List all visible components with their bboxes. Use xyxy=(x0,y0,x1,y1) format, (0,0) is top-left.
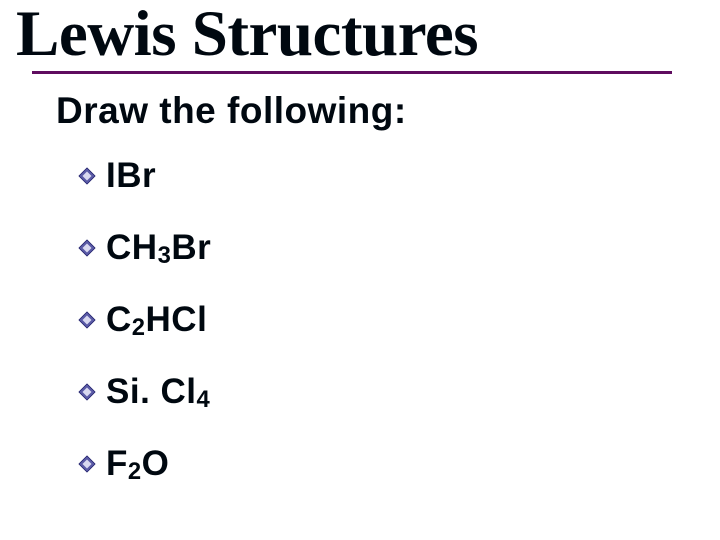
diamond-bullet-icon xyxy=(78,455,96,473)
formula-text: Si. Cl4 xyxy=(106,372,210,412)
diamond-bullet-icon xyxy=(78,311,96,329)
subtitle: Draw the following: xyxy=(56,90,700,132)
formula-text: CH3Br xyxy=(106,228,211,268)
list-item: C2HCl xyxy=(78,300,700,340)
list-item: CH3Br xyxy=(78,228,700,268)
formula-text: F2O xyxy=(106,444,169,484)
slide: Lewis Structures Draw the following: IBr… xyxy=(0,0,720,540)
list-item: F2O xyxy=(78,444,700,484)
page-title: Lewis Structures xyxy=(16,2,700,67)
diamond-bullet-icon xyxy=(78,167,96,185)
item-list: IBr CH3Br C2HCl Si. Cl4 F2O xyxy=(78,156,700,484)
list-item: IBr xyxy=(78,156,700,196)
diamond-bullet-icon xyxy=(78,239,96,257)
formula-text: IBr xyxy=(106,156,156,196)
list-item: Si. Cl4 xyxy=(78,372,700,412)
formula-text: C2HCl xyxy=(106,300,207,340)
title-underline xyxy=(32,71,672,74)
diamond-bullet-icon xyxy=(78,383,96,401)
